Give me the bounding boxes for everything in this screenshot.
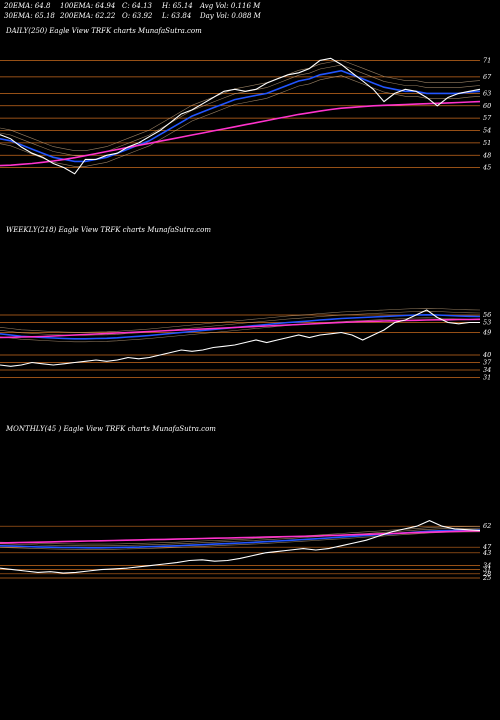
y-tick-weekly-2: 49 (482, 329, 491, 337)
y-tick-daily-5: 54 (483, 127, 491, 135)
hdr-20ema: 20EMA: 64.8 (4, 2, 51, 10)
hdr-200ema: 200EMA: 62.22 (60, 12, 116, 20)
y-tick-weekly-1: 53 (483, 319, 491, 327)
weekly-ema-magenta (0, 318, 481, 339)
y-tick-weekly-6: 31 (483, 374, 491, 382)
daily-price-line (0, 57, 481, 175)
weekly-price-line (0, 309, 480, 367)
y-tick-weekly-5: 34 (483, 366, 491, 374)
hdr-open: O: 63.92 (122, 12, 153, 20)
y-tick-monthly-3: 34 (483, 561, 491, 569)
y-tick-monthly-4: 31 (483, 566, 491, 574)
monthly-ema-magenta (0, 530, 481, 544)
daily-panel-title: DAILY(250) Eagle View TRFK charts Munafa… (6, 27, 202, 35)
y-tick-daily-1: 67 (483, 73, 492, 81)
ema-band-monthly-0 (0, 531, 481, 550)
ema-band-daily-1 (0, 64, 481, 156)
y-tick-monthly-6: 25 (482, 574, 491, 582)
y-tick-weekly-3: 40 (482, 351, 491, 359)
y-tick-daily-7: 48 (482, 151, 491, 159)
y-tick-daily-6: 51 (483, 139, 491, 147)
ema-band-monthly-1 (0, 527, 481, 547)
hdr-close: C: 64.13 (122, 2, 152, 10)
hdr-high: H: 65.14 (162, 2, 193, 10)
weekly-panel-title: WEEKLY(218) Eagle View TRFK charts Munaf… (6, 226, 211, 234)
y-tick-monthly-1: 47 (482, 543, 492, 551)
y-tick-daily-3: 60 (483, 102, 491, 110)
y-tick-monthly-5: 28 (482, 570, 491, 578)
y-tick-daily-4: 57 (483, 114, 492, 122)
y-tick-daily-8: 45 (482, 164, 491, 172)
y-tick-daily-2: 63 (483, 89, 491, 97)
y-tick-monthly-2: 43 (482, 549, 491, 557)
y-tick-weekly-0: 56 (483, 311, 491, 319)
hdr-day-vol: Day Vol: 0.088 M (200, 12, 261, 20)
ema-band-daily-2 (0, 59, 481, 151)
hdr-30ema: 30EMA: 65.18 (4, 12, 55, 20)
daily-ema-magenta (0, 100, 481, 167)
monthly-panel-title: MONTHLY(45 ) Eagle View TRFK charts Muna… (6, 425, 216, 433)
hdr-100ema: 100EMA: 64.94 (60, 2, 116, 10)
hdr-avg-vol: Avg Vol: 0.116 M (200, 2, 261, 10)
y-tick-monthly-0: 62 (483, 522, 491, 530)
ema-band-weekly-0 (0, 317, 481, 343)
daily-ema-blue (0, 69, 481, 163)
y-tick-daily-0: 71 (483, 56, 491, 64)
ema-band-weekly-2 (0, 307, 481, 333)
monthly-price-line (0, 519, 481, 574)
y-tick-weekly-4: 37 (483, 359, 492, 367)
ema-band-daily-0 (0, 75, 481, 167)
hdr-low: L: 63.84 (162, 12, 192, 20)
